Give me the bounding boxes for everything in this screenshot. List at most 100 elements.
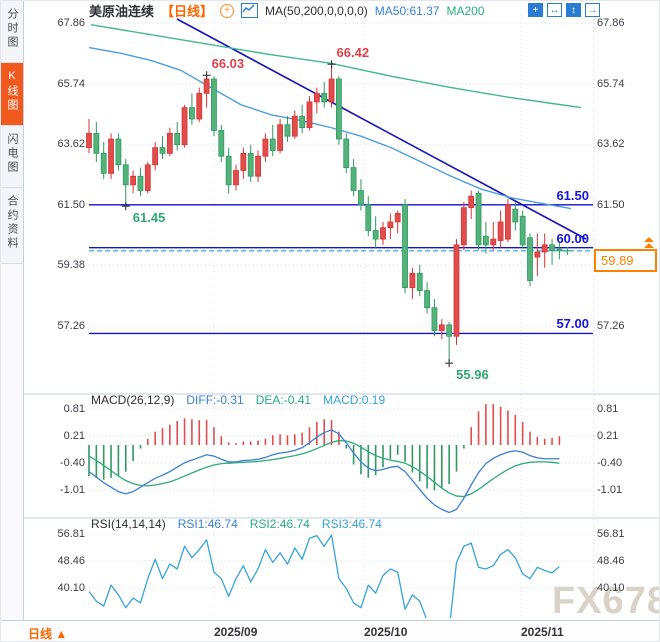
y-axis-label-right: 65.74 bbox=[597, 77, 625, 90]
candle bbox=[225, 155, 232, 186]
candle bbox=[527, 237, 533, 281]
candle bbox=[402, 204, 408, 289]
candle bbox=[453, 244, 460, 337]
candle bbox=[159, 147, 166, 154]
rsi-axis-label-right: 40.10 bbox=[597, 582, 625, 594]
sidebar-item-0[interactable]: 分时图 bbox=[1, 1, 23, 63]
chart-toolbar: + ↔ ↕ → bbox=[528, 3, 600, 17]
candle bbox=[497, 221, 504, 241]
x-axis-label: 2025/09 bbox=[214, 625, 258, 639]
macd-axis-label-right: -0.40 bbox=[597, 456, 623, 469]
candle bbox=[556, 248, 563, 252]
rsi-panel bbox=[89, 534, 560, 618]
candle bbox=[86, 132, 92, 149]
candle bbox=[255, 155, 261, 177]
candlestick-series bbox=[86, 64, 563, 364]
candle bbox=[240, 152, 247, 171]
candle bbox=[130, 175, 137, 186]
sidebar-item-label: K线图 bbox=[6, 70, 18, 113]
candle bbox=[321, 92, 328, 103]
candle bbox=[409, 273, 416, 289]
macd-axis-label-right: 0.81 bbox=[597, 403, 619, 416]
y-axis-label-left: 67.86 bbox=[57, 17, 85, 29]
sidebar-item-label: 闪电图 bbox=[6, 133, 18, 175]
candle bbox=[387, 221, 394, 229]
macd-axis-label-right: -1.01 bbox=[597, 483, 623, 496]
candle bbox=[438, 324, 445, 331]
candle bbox=[269, 138, 276, 151]
rsi-axis-label-right: 48.46 bbox=[597, 555, 625, 567]
annotation-markers bbox=[121, 60, 572, 368]
x-axis-label: 2025/11 bbox=[521, 625, 564, 639]
y-axis-label-left: 59.38 bbox=[57, 259, 85, 272]
candle bbox=[174, 132, 181, 146]
candle bbox=[306, 101, 313, 129]
period-tag[interactable]: 【日线】 bbox=[161, 4, 214, 19]
y-axis-label-left: 57.26 bbox=[57, 320, 85, 332]
y-axis-label-right: 61.50 bbox=[597, 198, 625, 211]
y-axis-label-right: 67.86 bbox=[597, 17, 625, 29]
candle bbox=[372, 230, 379, 240]
ma-settings: MA(50,200,0,0,0,0) bbox=[265, 3, 368, 18]
candle bbox=[203, 78, 210, 94]
macd-diff-line bbox=[88, 429, 560, 514]
rsi2-value: RSI2:46.74 bbox=[249, 517, 310, 531]
candle bbox=[188, 107, 195, 120]
y-axis-label-left: 65.74 bbox=[57, 77, 85, 90]
fit-width-icon[interactable]: ↔ bbox=[547, 3, 562, 17]
add-indicator-icon[interactable]: + bbox=[220, 3, 235, 18]
rsi-axis-label-right: 56.81 bbox=[597, 528, 625, 541]
pop-out-icon[interactable]: → bbox=[585, 3, 600, 17]
rsi-header: RSI(14,14,14) RSI1:46.74 RSI2:46.74 RSI3… bbox=[91, 517, 382, 531]
ma-indicator-icon[interactable] bbox=[241, 3, 259, 18]
candle bbox=[490, 238, 497, 246]
ma50-line bbox=[88, 46, 572, 210]
candle bbox=[313, 92, 320, 103]
period-selector[interactable]: 日线 ▲ bbox=[28, 627, 68, 641]
rsi-params: RSI(14,14,14) bbox=[91, 517, 166, 531]
candle bbox=[100, 152, 107, 174]
cross-marker bbox=[563, 246, 572, 255]
candle bbox=[512, 208, 519, 223]
price-alert-arrow-icon bbox=[644, 237, 654, 248]
y-axis-label-left: 61.50 bbox=[57, 198, 85, 211]
candle bbox=[152, 147, 159, 166]
current-price-tag: 59.89 bbox=[594, 249, 657, 272]
candle bbox=[335, 78, 342, 140]
candle bbox=[534, 251, 541, 258]
macd-dea-line bbox=[88, 439, 560, 498]
candle bbox=[328, 78, 335, 103]
macd-diff-value: DIFF:-0.31 bbox=[186, 393, 244, 407]
y-axis-label-left: 63.62 bbox=[57, 138, 85, 151]
sidebar-item-1[interactable]: K线图 bbox=[1, 63, 23, 126]
gridlines bbox=[89, 15, 595, 625]
candle bbox=[394, 212, 401, 223]
candle bbox=[211, 78, 217, 131]
rsi-axis-label-left: 48.46 bbox=[57, 555, 85, 567]
candle bbox=[262, 138, 269, 157]
price-annotation-low: 61.45 bbox=[132, 210, 166, 226]
sidebar-item-2[interactable]: 闪电图 bbox=[1, 126, 23, 188]
candle bbox=[277, 124, 284, 151]
descending-trendline[interactable] bbox=[176, 18, 587, 240]
macd-panel bbox=[88, 404, 561, 491]
sidebar-item-3[interactable]: 合约资料 bbox=[1, 188, 23, 264]
crosshair-icon[interactable]: + bbox=[528, 3, 543, 17]
fit-height-icon[interactable]: ↕ bbox=[566, 3, 581, 17]
candle bbox=[505, 204, 511, 240]
macd-axis-label-left: -0.40 bbox=[59, 456, 85, 469]
price-annotation-low: 55.96 bbox=[456, 367, 489, 383]
sidebar-item-label: 分时图 bbox=[6, 8, 18, 50]
y-axis-label-right: 63.62 bbox=[597, 138, 625, 151]
cross-marker bbox=[121, 202, 130, 211]
candle bbox=[122, 164, 129, 186]
main-chart-header: 美原油连续 【日线】 + MA(50,200,0,0,0,0) MA50:61.… bbox=[89, 3, 485, 19]
candle bbox=[299, 115, 306, 129]
candle bbox=[291, 115, 298, 137]
cross-marker bbox=[327, 60, 336, 69]
price-annotation-high: 66.03 bbox=[211, 56, 245, 72]
macd-header: MACD(26,12,9) DIFF:-0.31 DEA:-0.41 MACD:… bbox=[91, 393, 385, 407]
current-price-value: 59.89 bbox=[601, 253, 634, 268]
